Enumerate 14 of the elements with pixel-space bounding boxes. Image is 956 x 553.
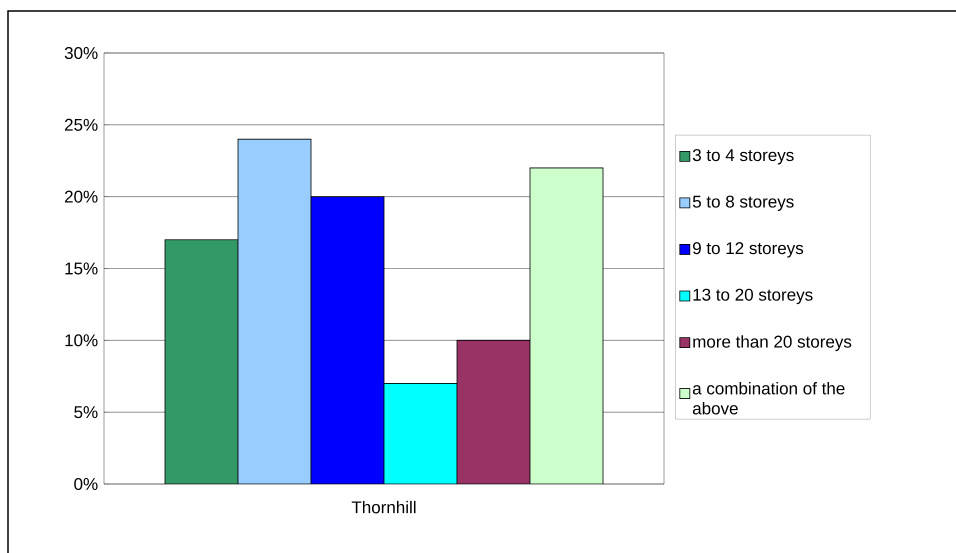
legend-label: a combination of the above [692, 382, 845, 414]
y-tick-label: 25% [64, 118, 98, 131]
y-tick-label: 10% [65, 334, 98, 346]
legend-label: 5 to 8 storeys [692, 196, 794, 212]
legend-label: more than 20 storeys [693, 335, 852, 352]
legend-label: 3 to 4 storeys [692, 149, 794, 164]
y-tick-label: 15% [65, 262, 98, 274]
legend-label: 13 to 20 storeys [694, 288, 813, 304]
y-tick-label: 5% [74, 406, 98, 418]
x-tick-label: Thornhill [352, 500, 416, 514]
legend-label: 9 to 12 storeys [693, 242, 804, 258]
y-tick-label: 0% [74, 478, 98, 490]
y-tick-label: 30% [64, 46, 98, 60]
y-tick-label: 20% [64, 190, 98, 203]
